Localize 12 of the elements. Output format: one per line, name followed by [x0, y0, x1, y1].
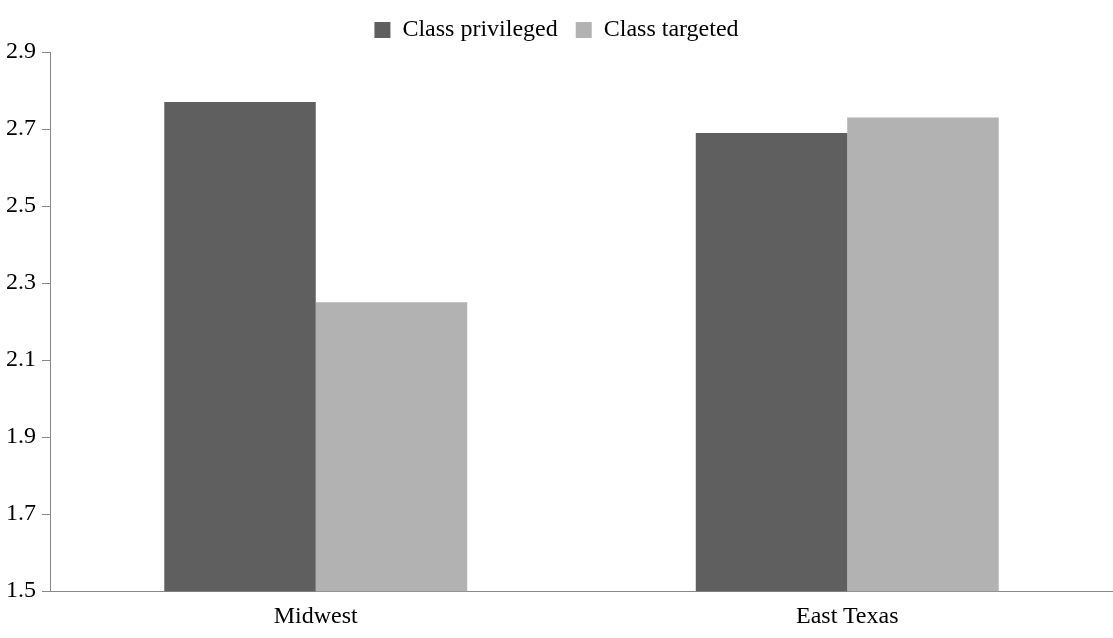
y-tick-label: 2.3 — [6, 268, 36, 295]
y-tick-label: 1.9 — [6, 422, 36, 449]
y-tick-label: 2.1 — [6, 345, 36, 372]
x-tick-label: Midwest — [273, 601, 359, 628]
x-tick-label: East Texas — [795, 601, 899, 628]
y-tick-label: 1.5 — [6, 576, 36, 603]
legend-label: Class targeted — [603, 15, 739, 42]
y-tick-label: 2.9 — [6, 37, 36, 64]
y-tick-label: 1.7 — [6, 499, 36, 526]
y-tick-label: 2.5 — [6, 191, 36, 218]
y-tick-label: 2.7 — [6, 114, 36, 141]
legend-label: Class privileged — [402, 15, 558, 42]
